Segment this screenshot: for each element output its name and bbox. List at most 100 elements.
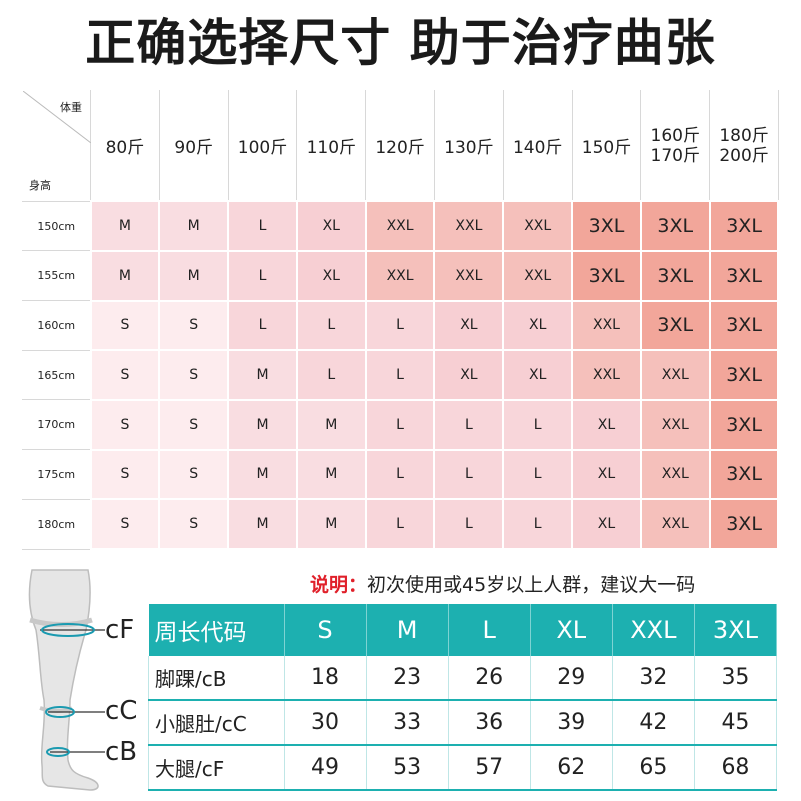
size-cell: XXL [433, 200, 505, 252]
circumference-header: M [366, 604, 449, 656]
circumference-header: 周长代码 [148, 604, 285, 656]
size-cell: M [158, 200, 230, 252]
size-cell: L [502, 398, 574, 451]
circumference-header: L [448, 604, 531, 656]
size-cell: 3XL [639, 249, 711, 302]
size-cell: L [364, 349, 436, 401]
size-cell: M [227, 448, 298, 501]
circumference-cell: 29 [530, 656, 613, 701]
size-cell: XXL [364, 200, 436, 252]
circumference-cell: 62 [530, 745, 613, 791]
size-cell: S [158, 349, 230, 401]
size-cell: 3XL [708, 349, 780, 401]
size-row: 150cm M M L XL XXL XXL XXL 3XL 3XL 3XL [22, 200, 780, 252]
circumference-cell: 53 [366, 745, 449, 791]
circumference-cell: 36 [448, 700, 531, 746]
size-row: 155cm M M L XL XXL XXL XXL 3XL 3XL 3XL [22, 249, 780, 302]
circumference-header-row: 周长代码 S M L XL XXL 3XL [148, 604, 778, 656]
size-cell: XL [433, 299, 505, 352]
weight-header: 160斤 170斤 [640, 90, 711, 202]
circumference-cell: 35 [694, 656, 778, 701]
circumference-cell: 30 [284, 700, 367, 746]
size-cell: L [502, 448, 574, 501]
diagonal-line-icon [23, 91, 91, 143]
size-row: 160cm S S L L L XL XL XXL 3XL 3XL [22, 299, 780, 352]
size-cell: XXL [639, 349, 711, 401]
size-grid-body: 150cm M M L XL XXL XXL XXL 3XL 3XL 3XL 155cm M M L XL XX… [22, 200, 780, 550]
size-cell: XL [571, 398, 642, 451]
size-cell: XXL [571, 349, 642, 401]
size-cell: S [158, 498, 230, 550]
height-label: 150cm [22, 200, 91, 252]
size-cell: M [295, 398, 367, 451]
size-cell: L [227, 249, 298, 302]
size-cell: XXL [639, 498, 711, 550]
leg-label-cb: cB [105, 737, 138, 767]
note-body: 初次使用或45岁以上人群，建议大一码 [367, 574, 696, 596]
size-cell: 3XL [708, 398, 780, 451]
size-cell: 3XL [571, 249, 642, 302]
corner-weight-label: 体重 [60, 101, 82, 114]
size-row: 180cm S S M M L L L XL XXL 3XL [22, 498, 780, 550]
size-cell: S [158, 398, 230, 451]
size-cell: 3XL [571, 200, 642, 252]
size-cell: M [89, 249, 161, 302]
circumference-cell: 39 [530, 700, 613, 746]
circumference-cell: 49 [284, 745, 367, 791]
size-cell: XXL [433, 249, 505, 302]
size-cell: S [158, 299, 230, 352]
weight-header: 130斤 [433, 90, 504, 202]
size-cell: L [502, 498, 574, 550]
size-row: 175cm S S M M L L L XL XXL 3XL [22, 448, 780, 501]
circumference-cell: 68 [694, 745, 778, 791]
weight-header: 90斤 [158, 90, 229, 202]
weight-header: 120斤 [365, 90, 435, 202]
size-cell: M [295, 498, 367, 550]
circumference-cell: 23 [366, 656, 449, 701]
size-cell: L [433, 398, 505, 451]
circumference-row: 大腿/cF 49 53 57 62 65 68 [148, 745, 778, 791]
size-cell: L [364, 398, 436, 451]
weight-header: 110斤 [296, 90, 367, 202]
size-cell: 3XL [708, 249, 780, 302]
size-cell: M [295, 448, 367, 501]
height-label: 165cm [22, 349, 91, 401]
height-label: 175cm [22, 449, 91, 500]
size-cell: 3XL [639, 200, 711, 252]
size-cell: M [227, 349, 298, 401]
circumference-header: XL [530, 604, 613, 656]
size-cell: L [295, 349, 367, 401]
size-cell: XXL [639, 448, 711, 501]
size-cell: M [227, 498, 298, 550]
size-cell: M [89, 200, 161, 252]
size-chart-grid: 体重 身高 80斤 90斤 100斤 110斤 120斤 130斤 140斤 1… [22, 90, 780, 550]
circumference-row: 小腿肚/cC 30 33 36 39 42 45 [148, 700, 778, 746]
size-cell: XL [571, 448, 642, 501]
size-cell: S [89, 498, 161, 550]
size-cell: 3XL [639, 299, 711, 352]
circumference-cell: 42 [612, 700, 695, 746]
note-text: 说明：初次使用或45岁以上人群，建议大一码 [310, 570, 695, 597]
leg-label-cc: cC [105, 696, 138, 726]
circumference-cell: 18 [284, 656, 367, 701]
size-row: 170cm S S M M L L L XL XXL 3XL [22, 398, 780, 451]
page-title: 正确选择尺寸 助于治疗曲张 [85, 14, 716, 72]
size-cell: L [364, 299, 436, 352]
size-cell: XXL [571, 299, 642, 352]
weight-header-line: 200斤 [719, 145, 769, 166]
height-label: 170cm [22, 399, 91, 451]
circumference-header: S [284, 604, 367, 656]
size-cell: L [433, 448, 505, 501]
note-label: 说明： [310, 574, 368, 596]
size-cell: XXL [639, 398, 711, 451]
size-cell: XXL [502, 249, 574, 302]
circumference-cell: 45 [694, 700, 778, 746]
size-cell: 3XL [708, 498, 780, 550]
circumference-header: XXL [612, 604, 695, 656]
size-cell: M [158, 249, 230, 302]
corner-height-label: 身高 [29, 178, 51, 192]
circumference-cell: 26 [448, 656, 531, 701]
weight-header-line: 160斤 [650, 125, 700, 146]
circumference-cell: 33 [366, 700, 449, 746]
circumference-row-label: 脚踝/cB [148, 656, 285, 701]
